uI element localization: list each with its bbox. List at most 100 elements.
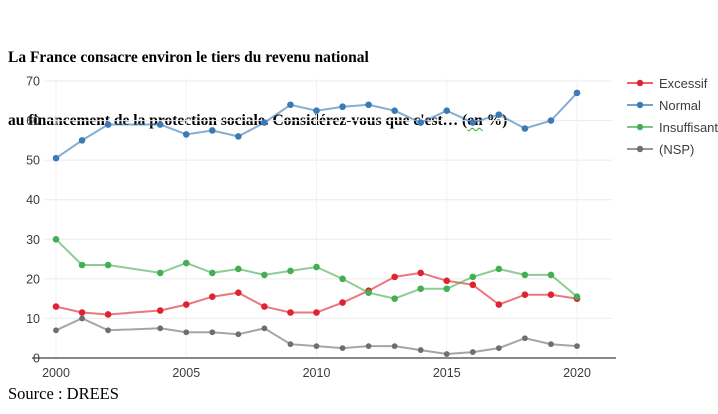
x-tick-label: 2015 bbox=[433, 366, 461, 380]
data-point bbox=[156, 269, 164, 277]
data-point bbox=[261, 303, 268, 310]
data-point bbox=[469, 349, 476, 355]
data-point bbox=[469, 281, 477, 289]
data-point bbox=[104, 261, 112, 269]
y-tick-label: 20 bbox=[26, 272, 40, 286]
data-point bbox=[287, 267, 294, 275]
data-point bbox=[53, 327, 59, 334]
legend-label: Normal bbox=[659, 97, 701, 113]
y-tick-label: 10 bbox=[26, 312, 40, 326]
chart-title-line1: La France consacre environ le tiers du r… bbox=[8, 49, 369, 66]
data-point bbox=[365, 101, 372, 109]
data-point bbox=[261, 119, 268, 126]
legend-item-normal: Normal bbox=[627, 94, 717, 116]
data-point bbox=[495, 345, 502, 352]
data-point bbox=[52, 303, 60, 310]
x-tick-label: 2020 bbox=[563, 366, 591, 380]
data-point bbox=[157, 325, 164, 332]
data-point bbox=[104, 121, 112, 128]
data-point bbox=[573, 293, 581, 300]
y-tick-label: 0 bbox=[33, 352, 40, 366]
data-point bbox=[261, 271, 268, 279]
data-point bbox=[104, 311, 112, 318]
legend-marker-icon bbox=[627, 101, 653, 109]
data-point bbox=[339, 299, 346, 306]
data-point bbox=[548, 341, 554, 348]
data-point bbox=[443, 277, 451, 285]
data-point bbox=[287, 341, 294, 348]
data-point bbox=[391, 343, 398, 350]
x-tick-label: 2005 bbox=[172, 366, 200, 380]
data-point bbox=[156, 121, 164, 128]
series-line-insuffisant bbox=[55, 238, 578, 300]
data-point bbox=[79, 315, 85, 322]
data-point bbox=[78, 261, 86, 269]
data-point bbox=[261, 325, 268, 332]
data-point bbox=[391, 295, 398, 302]
data-point bbox=[547, 291, 555, 298]
data-point bbox=[235, 289, 242, 297]
legend-label: (NSP) bbox=[659, 141, 695, 157]
data-point bbox=[52, 154, 60, 162]
data-point bbox=[182, 131, 190, 138]
chart-canvas: 0 10 20 30 40 50 60 70 2000 2005 2010 2015 2020 bbox=[26, 75, 616, 380]
data-point bbox=[313, 107, 320, 114]
data-point bbox=[287, 101, 294, 109]
series-line-normal bbox=[55, 92, 578, 160]
data-point bbox=[313, 263, 320, 271]
source-note: Source : DREES bbox=[8, 384, 119, 403]
y-tick-label: 50 bbox=[26, 154, 40, 168]
data-point bbox=[443, 351, 450, 357]
data-point bbox=[156, 307, 164, 314]
x-tick-label: 2010 bbox=[303, 366, 331, 380]
data-point bbox=[52, 235, 60, 243]
data-point bbox=[182, 259, 190, 267]
data-point bbox=[417, 269, 425, 277]
data-point bbox=[574, 343, 580, 350]
data-point bbox=[443, 107, 451, 114]
data-point bbox=[391, 107, 398, 114]
y-tick-label: 70 bbox=[26, 75, 40, 89]
data-point bbox=[469, 119, 477, 126]
data-point bbox=[521, 125, 529, 132]
data-point bbox=[417, 347, 424, 353]
data-point bbox=[365, 343, 372, 350]
data-point bbox=[183, 329, 190, 336]
data-point bbox=[495, 301, 503, 308]
data-point bbox=[522, 335, 528, 342]
data-point bbox=[182, 301, 190, 308]
data-point bbox=[417, 119, 425, 126]
data-point bbox=[209, 329, 216, 336]
data-point bbox=[209, 293, 216, 300]
data-point bbox=[521, 271, 529, 279]
data-point bbox=[339, 275, 346, 283]
data-point bbox=[235, 265, 242, 273]
data-point bbox=[339, 345, 346, 352]
data-point bbox=[417, 285, 425, 293]
data-point bbox=[573, 89, 581, 97]
data-point bbox=[521, 291, 529, 298]
legend-item-nsp: (NSP) bbox=[627, 138, 717, 160]
data-point bbox=[313, 343, 320, 350]
data-point bbox=[495, 265, 503, 273]
y-tick-label: 60 bbox=[26, 114, 40, 128]
line-chart: 0 10 20 30 40 50 60 70 2000 2005 2010 2015 2020 bbox=[0, 62, 640, 384]
data-point bbox=[105, 327, 111, 334]
data-point bbox=[469, 273, 477, 281]
data-point bbox=[339, 103, 346, 111]
data-point bbox=[443, 285, 451, 293]
chart-legend: Excessif Normal Insuffisant (NSP) bbox=[627, 72, 718, 160]
chart-title: La France consacre environ le tiers du r… bbox=[8, 5, 507, 152]
data-point bbox=[547, 117, 555, 124]
data-point bbox=[235, 331, 242, 338]
legend-item-insuffisant: Insuffisant bbox=[627, 116, 718, 138]
data-point bbox=[287, 309, 294, 316]
legend-item-excessif: Excessif bbox=[627, 72, 717, 94]
data-point bbox=[78, 309, 86, 316]
series-line-nsp bbox=[55, 317, 578, 356]
data-point bbox=[235, 133, 242, 140]
y-tick-label: 40 bbox=[26, 193, 40, 207]
data-point bbox=[365, 289, 372, 297]
data-point bbox=[209, 127, 216, 134]
legend-label: Insuffisant bbox=[659, 119, 718, 135]
